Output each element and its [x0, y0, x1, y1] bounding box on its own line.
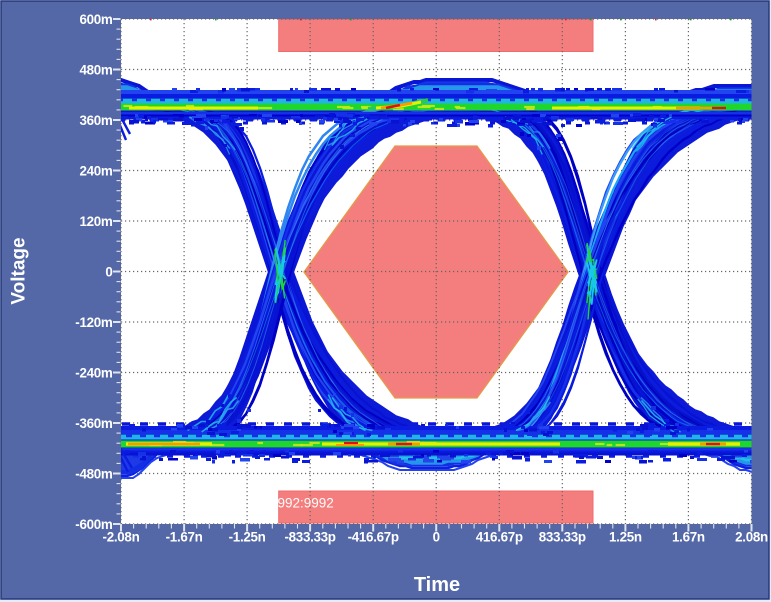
svg-text:-240m: -240m: [75, 365, 113, 380]
svg-text:0: 0: [433, 530, 440, 545]
svg-text:-1.67n: -1.67n: [166, 530, 203, 545]
svg-text:480m: 480m: [79, 62, 112, 77]
svg-text:600m: 600m: [79, 12, 112, 27]
svg-text:-120m: -120m: [75, 315, 113, 330]
svg-text:-600m: -600m: [75, 517, 113, 532]
svg-text:-416.67p: -416.67p: [348, 530, 399, 545]
svg-text:240m: 240m: [79, 163, 112, 178]
svg-text:Time: Time: [414, 574, 460, 596]
svg-text:-2.08n: -2.08n: [103, 530, 140, 545]
svg-text:2.08n: 2.08n: [735, 530, 768, 545]
svg-text:-833.33p: -833.33p: [284, 530, 335, 545]
svg-text:992:9992: 992:9992: [278, 496, 334, 511]
svg-text:0: 0: [105, 264, 112, 279]
svg-text:360m: 360m: [79, 113, 112, 128]
svg-text:120m: 120m: [79, 214, 112, 229]
svg-text:833.33p: 833.33p: [539, 530, 586, 545]
svg-text:1.25n: 1.25n: [609, 530, 642, 545]
svg-text:-360m: -360m: [75, 416, 113, 431]
svg-text:-1.25n: -1.25n: [229, 530, 266, 545]
svg-text:1.67n: 1.67n: [672, 530, 705, 545]
svg-text:416.67p: 416.67p: [476, 530, 523, 545]
svg-text:-480m: -480m: [75, 466, 113, 481]
svg-text:Voltage: Voltage: [9, 237, 30, 304]
